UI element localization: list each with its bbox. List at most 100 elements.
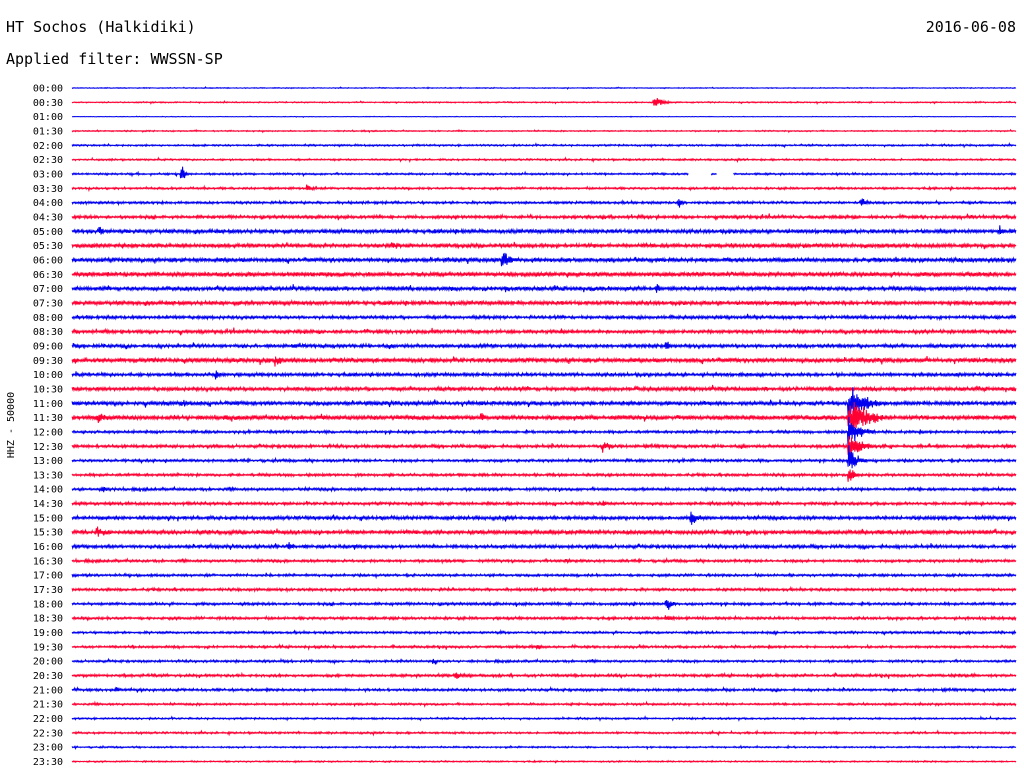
seismic-trace-row — [71, 356, 1017, 367]
row-time-label: 13:00 — [33, 456, 63, 467]
seismic-trace-row — [71, 526, 1017, 537]
seismic-trace-row — [71, 370, 1017, 380]
row-time-label: 11:00 — [33, 399, 63, 410]
seismic-trace-row — [71, 241, 1017, 250]
station-title: HT Sochos (Halkidiki) — [6, 18, 196, 36]
seismic-trace-row — [71, 212, 1017, 221]
filter-label: Applied filter: WWSSN-SP — [6, 50, 223, 68]
seismic-trace-row — [71, 685, 1017, 694]
row-time-label: 00:00 — [33, 84, 63, 95]
seismic-trace-row — [71, 729, 1017, 737]
row-time-label: 09:30 — [33, 356, 63, 367]
seismic-trace-row — [71, 643, 1017, 651]
seismic-trace-row — [71, 402, 1017, 431]
seismic-trace-row — [71, 184, 1017, 193]
seismic-trace-row — [71, 327, 1017, 336]
row-time-label: 18:30 — [33, 614, 63, 625]
seismic-trace-row — [71, 511, 1017, 525]
row-time-label: 17:30 — [33, 585, 63, 596]
seismic-trace-row — [71, 416, 1017, 449]
seismic-trace-row — [71, 98, 1017, 106]
seismic-trace-row — [71, 141, 1017, 149]
row-time-label: 01:00 — [33, 112, 63, 123]
row-time-label: 00:30 — [33, 98, 63, 109]
row-time-label: 15:00 — [33, 513, 63, 524]
row-time-label: 14:00 — [33, 485, 63, 496]
seismic-trace-row — [71, 499, 1017, 508]
row-time-label: 20:30 — [33, 671, 63, 682]
row-time-label: 04:00 — [33, 198, 63, 209]
seismic-trace-row — [71, 156, 1017, 164]
row-time-label: 16:30 — [33, 556, 63, 567]
row-time-label: 13:30 — [33, 470, 63, 481]
row-time-label: 03:30 — [33, 184, 63, 195]
row-time-label: 21:00 — [33, 685, 63, 696]
seismic-trace-row — [71, 341, 1017, 350]
seismic-trace-row — [71, 469, 1017, 482]
row-time-label: 04:30 — [33, 212, 63, 223]
row-time-label: 01:30 — [33, 126, 63, 137]
seismic-trace-row — [71, 445, 1017, 469]
seismic-trace-row — [71, 671, 1017, 680]
seismic-trace-row — [71, 313, 1017, 322]
seismic-trace-row — [71, 585, 1017, 594]
row-time-label: 12:00 — [33, 427, 63, 438]
row-time-label: 18:00 — [33, 599, 63, 610]
seismic-trace-row — [71, 436, 1017, 459]
row-time-label: 16:00 — [33, 542, 63, 553]
seismic-trace-row — [71, 283, 1017, 293]
row-time-label: 15:30 — [33, 528, 63, 539]
row-time-label: 17:00 — [33, 571, 63, 582]
row-time-label: 19:00 — [33, 628, 63, 639]
seismic-trace-row — [71, 600, 1017, 610]
row-time-label: 22:30 — [33, 728, 63, 739]
seismic-trace-row — [71, 485, 1017, 493]
seismic-trace-row — [71, 270, 1017, 279]
seismic-trace-row — [71, 252, 1017, 267]
row-time-label: 03:00 — [33, 169, 63, 180]
row-time-label: 02:30 — [33, 155, 63, 166]
row-time-label: 06:00 — [33, 255, 63, 266]
seismic-trace-row — [71, 614, 1017, 622]
seismic-trace-row — [71, 556, 1017, 565]
row-time-label: 05:30 — [33, 241, 63, 252]
row-time-label: 06:30 — [33, 270, 63, 281]
row-time-label: 05:00 — [33, 227, 63, 238]
seismic-trace-row — [71, 700, 1017, 708]
seismic-trace-row — [71, 166, 1017, 179]
row-time-label: 07:00 — [33, 284, 63, 295]
seismic-trace-row — [71, 387, 1017, 419]
y-axis-label: HHZ - 50000 — [6, 392, 17, 458]
row-time-label: 22:00 — [33, 714, 63, 725]
channel-axis-label: HHZ - 50000 — [6, 392, 17, 458]
seismic-trace-row — [71, 115, 1017, 119]
row-time-label: 08:00 — [33, 313, 63, 324]
row-time-label: 12:30 — [33, 442, 63, 453]
row-time-label: 11:30 — [33, 413, 63, 424]
seismic-trace-row — [71, 629, 1017, 637]
row-time-label: 08:30 — [33, 327, 63, 338]
row-time-label: 21:30 — [33, 700, 63, 711]
seismic-trace-row — [71, 715, 1017, 722]
date-label: 2016-06-08 — [925, 18, 1016, 36]
row-time-label: 20:00 — [33, 657, 63, 668]
seismic-trace-row — [71, 85, 1017, 90]
row-time-label: 02:00 — [33, 141, 63, 152]
row-time-label: 23:30 — [33, 757, 63, 768]
row-time-label: 10:00 — [33, 370, 63, 381]
seismic-trace-row — [71, 657, 1017, 666]
seismic-trace-row — [71, 571, 1017, 580]
seismic-trace-row — [71, 225, 1017, 236]
seismic-trace-row — [71, 384, 1017, 393]
row-time-label: 07:30 — [33, 298, 63, 309]
seismic-trace-row — [71, 298, 1017, 307]
row-time-label: 23:00 — [33, 743, 63, 754]
seismic-trace-row — [71, 542, 1017, 551]
seismic-trace-row — [71, 128, 1017, 134]
row-time-label: 10:30 — [33, 384, 63, 395]
row-time-label: 09:00 — [33, 341, 63, 352]
row-time-label: 14:30 — [33, 499, 63, 510]
seismic-trace-row — [71, 759, 1017, 764]
seismic-trace-row — [71, 198, 1017, 208]
